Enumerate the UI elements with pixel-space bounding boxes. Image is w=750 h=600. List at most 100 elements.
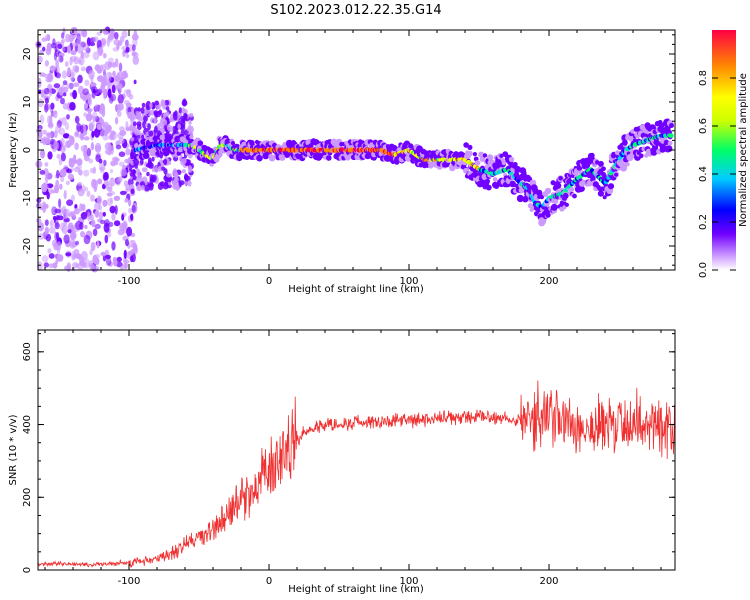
- spectrogram-point: [538, 213, 543, 218]
- spectrogram-point: [103, 222, 110, 233]
- spectrogram-point: [142, 120, 147, 129]
- spectrogram-point: [81, 29, 88, 38]
- spectrogram-point: [48, 87, 53, 97]
- spectrogram-point: [53, 140, 58, 151]
- spectrogram-point: [90, 194, 95, 202]
- spectrogram-point: [597, 190, 605, 197]
- spectrogram-point: [186, 127, 190, 132]
- spectrogram-point: [103, 171, 109, 181]
- spectrogram-point: [110, 160, 116, 167]
- spectrogram-point: [129, 166, 133, 172]
- spectrogram-point: [125, 53, 130, 59]
- spectrogram-point: [66, 212, 74, 217]
- spectrogram-point: [118, 62, 123, 72]
- spectrogram-point: [185, 159, 191, 166]
- spectrogram-point: [89, 41, 96, 47]
- spectrogram-point: [622, 139, 628, 146]
- spectrogram-point: [91, 90, 96, 99]
- spectrogram-point: [58, 55, 64, 63]
- spectrogram-point: [43, 168, 49, 177]
- spectrogram-point: [113, 39, 121, 46]
- spectrogram-point: [630, 129, 635, 134]
- spectrogram-point: [92, 254, 98, 264]
- spectrogram-point: [67, 222, 74, 231]
- spectrogram-point: [183, 174, 189, 181]
- spectrogram-point: [508, 156, 515, 163]
- spectrogram-point: [111, 241, 116, 251]
- spectrogram-point: [139, 158, 144, 165]
- spectrogram-point: [54, 208, 61, 214]
- spectrogram-point: [129, 113, 134, 119]
- spectrogram-point: [87, 211, 91, 222]
- spectrogram-point: [188, 119, 192, 126]
- spectrogram-point: [166, 173, 172, 178]
- y-tick-label: -20: [22, 238, 33, 254]
- spectrogram-point: [77, 188, 85, 197]
- spectrogram-point: [44, 60, 50, 67]
- spectrogram-point: [116, 256, 122, 263]
- spectrogram-point: [62, 144, 67, 151]
- spectrogram-point: [57, 254, 64, 262]
- spectrogram-point: [177, 120, 183, 125]
- spectrogram-point: [86, 190, 91, 197]
- spectrogram-point: [133, 79, 137, 85]
- spectrogram-point: [56, 169, 60, 179]
- spectrogram-point: [181, 169, 186, 174]
- spectrogram-point: [66, 114, 70, 120]
- spectrogram-point: [53, 83, 61, 89]
- spectrogram-point: [44, 219, 49, 226]
- spectrogram-point: [123, 249, 127, 259]
- spectrogram-point: [118, 161, 125, 167]
- spectrogram-point: [180, 115, 186, 122]
- spectrogram-point: [124, 72, 129, 79]
- spectrogram-point: [117, 94, 124, 104]
- spectrogram-point: [124, 198, 129, 203]
- spectrogram-point: [181, 107, 186, 115]
- spectrogram-point: [105, 256, 112, 266]
- spectrogram-point: [98, 108, 105, 115]
- spectrogram-point: [67, 229, 72, 234]
- spectrogram-point: [59, 183, 63, 190]
- spectrogram-point: [154, 100, 160, 106]
- spectrogram-point: [83, 136, 90, 141]
- spectrogram-point: [133, 245, 138, 255]
- spectrogram-point: [43, 262, 49, 268]
- spectrogram-point: [147, 123, 151, 131]
- spectrogram-point: [163, 158, 168, 166]
- spectrogram-point: [108, 133, 115, 141]
- spectrogram-point: [39, 170, 46, 175]
- spectrogram-point: [69, 92, 73, 97]
- spectrogram-point: [109, 93, 117, 102]
- spectrogram-point: [82, 51, 90, 59]
- spectrogram-point: [501, 160, 507, 166]
- spectrogram-point: [140, 107, 145, 114]
- spectrogram-point: [65, 180, 70, 186]
- spectrogram-point: [92, 228, 98, 237]
- spectrogram-point: [137, 174, 143, 180]
- spectrogram-point: [50, 102, 55, 110]
- spectrogram-point: [530, 181, 536, 186]
- spectrogram-point: [639, 153, 644, 159]
- spectrogram-point: [46, 73, 54, 83]
- spectrogram-point: [41, 37, 48, 42]
- spectrogram-point: [111, 213, 116, 221]
- spectrogram-point: [112, 70, 116, 78]
- spectrogram-point: [46, 132, 51, 137]
- spectrogram-point: [614, 172, 619, 177]
- spectrogram-point: [129, 240, 136, 244]
- spectrogram-point: [84, 102, 89, 109]
- spectrogram-point: [44, 227, 50, 233]
- spectrogram-point: [68, 135, 75, 146]
- spectrogram-point: [41, 255, 49, 263]
- spectrogram-point: [162, 146, 170, 154]
- spectrogram-point: [408, 143, 414, 149]
- spectrogram-point: [83, 169, 90, 177]
- spectrogram-point: [125, 148, 131, 156]
- spectrogram-point: [143, 115, 148, 122]
- spectrogram-point: [121, 30, 128, 38]
- spectrogram-point: [74, 66, 80, 73]
- spectrogram-point: [130, 151, 134, 160]
- spectrogram-point: [120, 190, 128, 195]
- spectrogram-point: [35, 160, 43, 168]
- spectrogram-point: [63, 214, 68, 219]
